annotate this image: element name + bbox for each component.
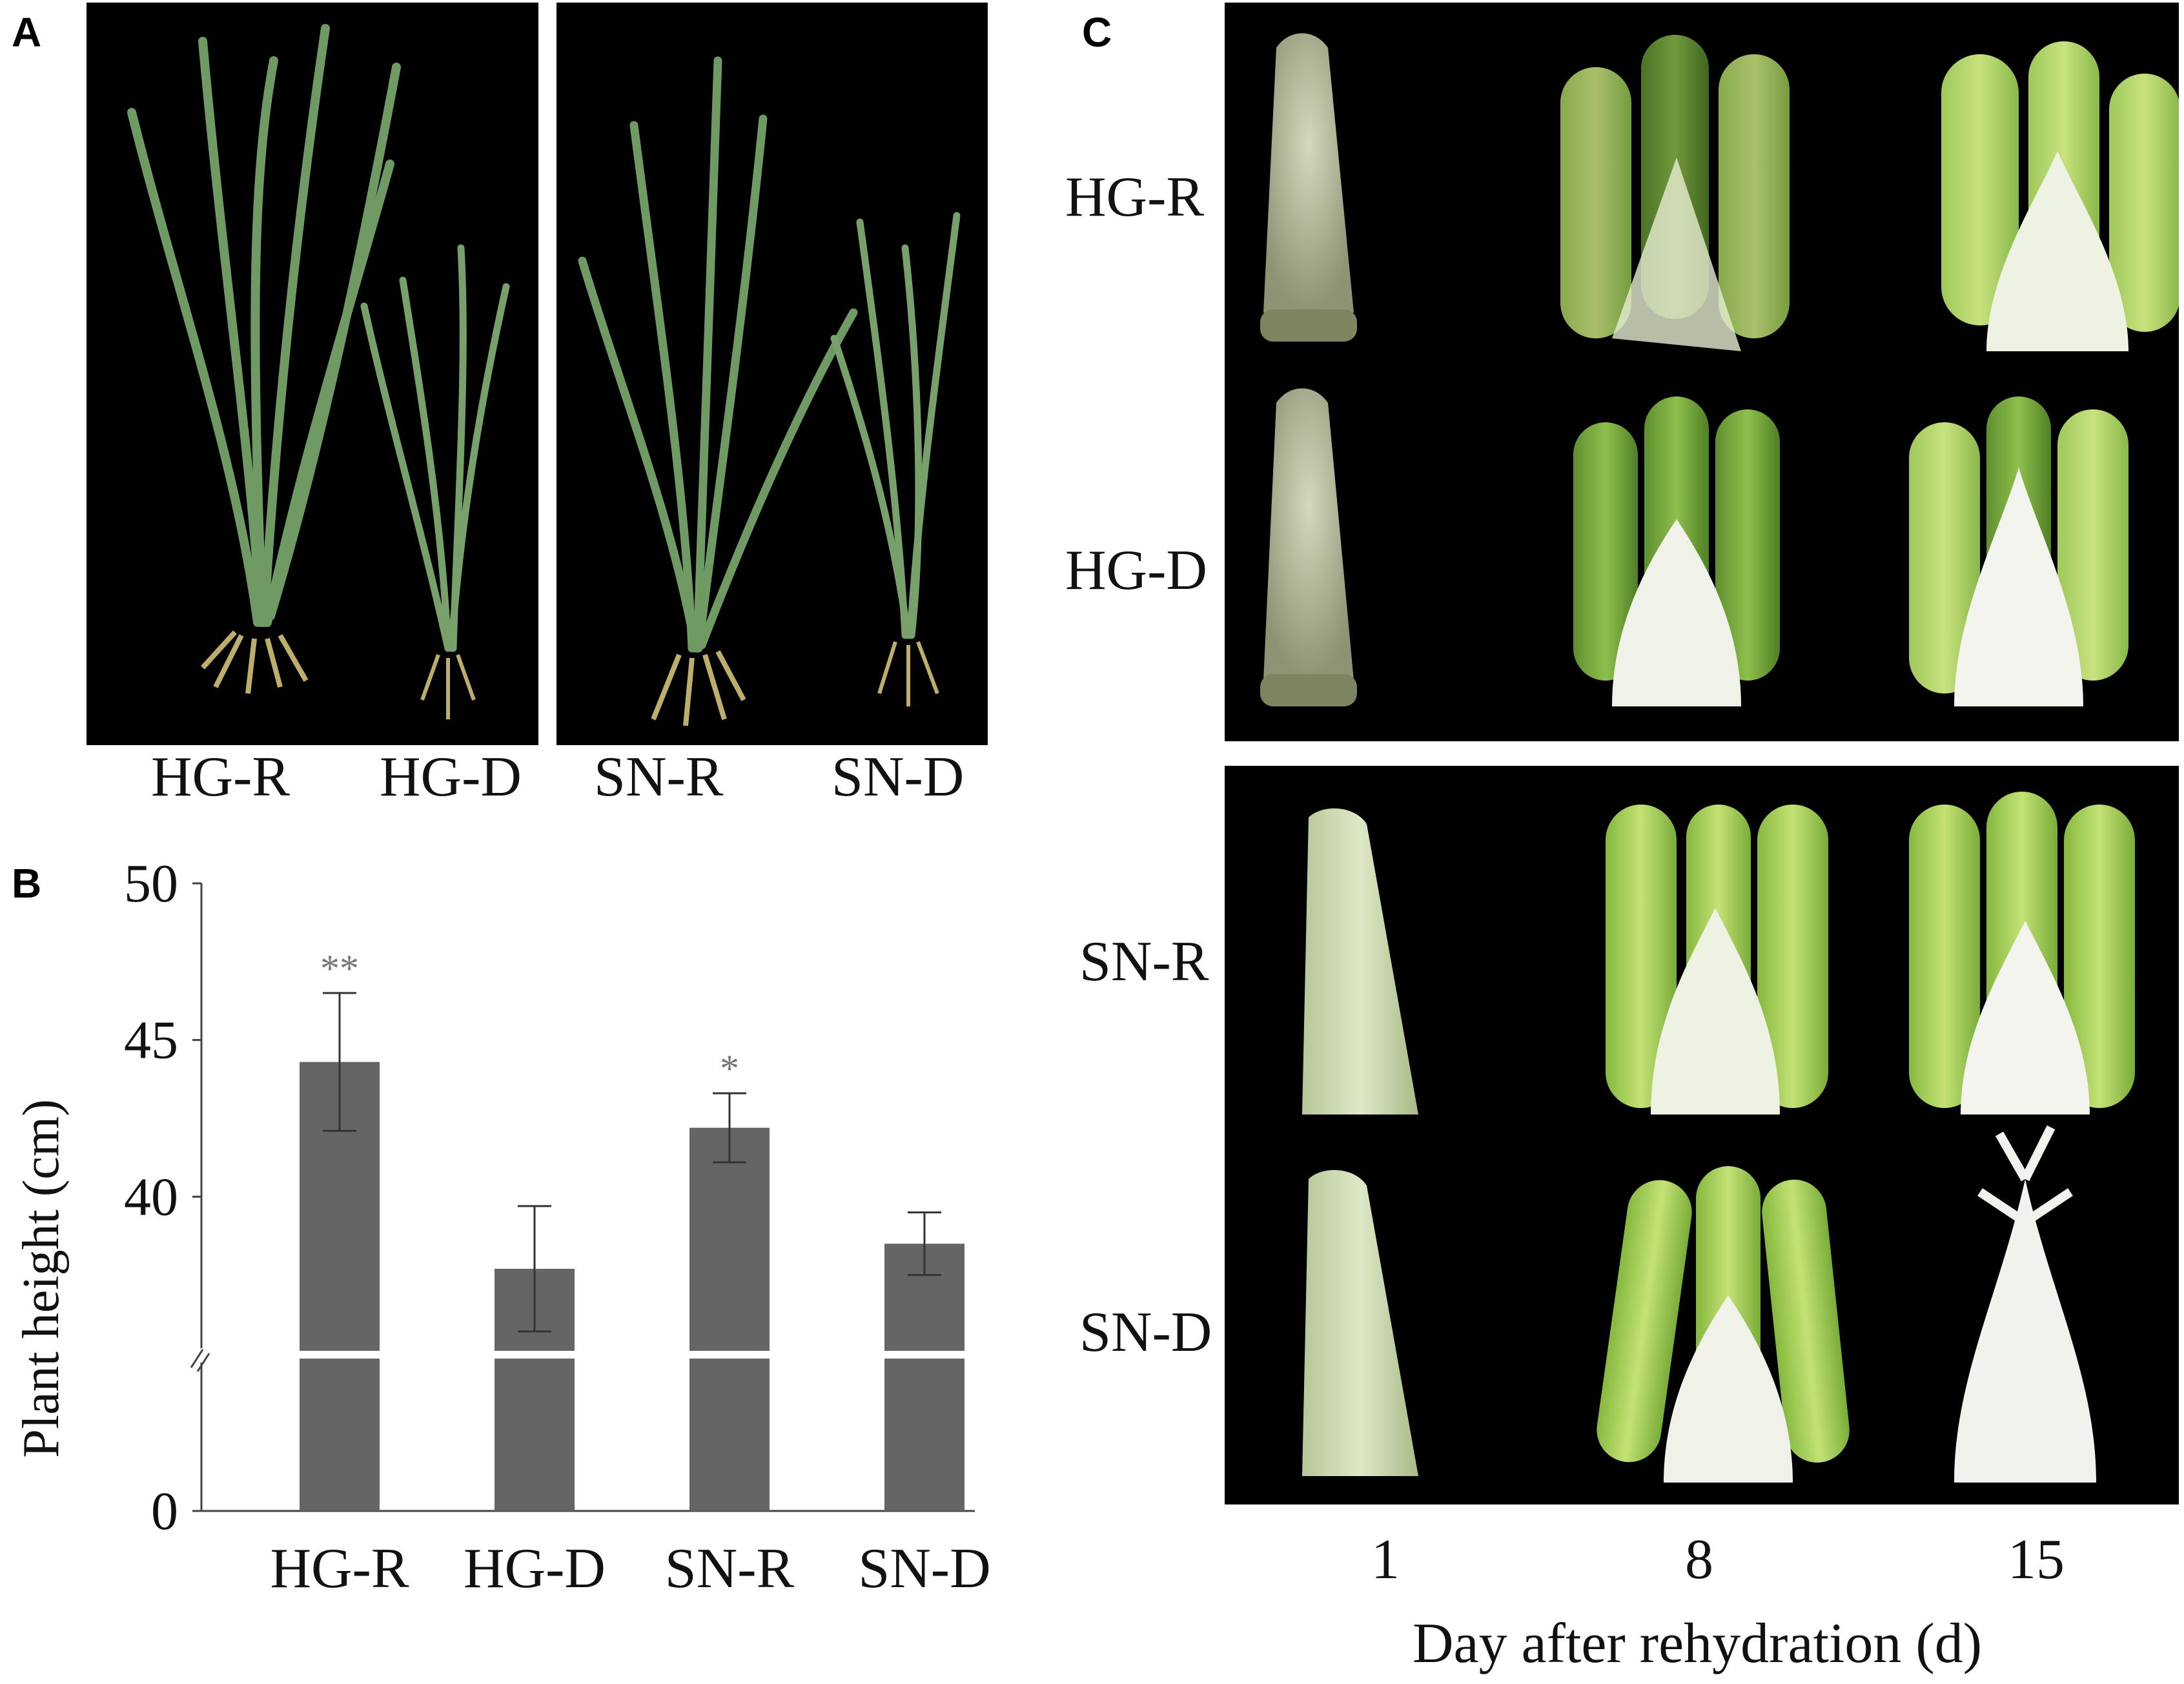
panel-c-row-label-hg-d: HG-D (1065, 539, 1207, 602)
panel-c-letter: C (1082, 9, 1112, 56)
bar-break-gap (493, 1351, 576, 1359)
panel-a-label-sn-r: SN-R (594, 746, 724, 808)
plant-photo-hg (87, 3, 538, 745)
y-tick-label: 40 (124, 1167, 178, 1227)
y-ticks: 0 40 45 50 (124, 854, 201, 1541)
x-tick-label: SN-R (665, 1537, 795, 1600)
axis-break-mark (196, 1353, 210, 1372)
bar (884, 1244, 964, 1511)
y-tick-label: 50 (124, 854, 178, 914)
panel-a-label-hg-d: HG-D (380, 746, 522, 808)
plant-illustration-hg (127, 24, 510, 719)
panel-c-row-label-sn-d: SN-D (1079, 1301, 1212, 1364)
plant-photo-sn (556, 3, 988, 745)
bar-break-gap (883, 1351, 966, 1359)
x-tick-label: HG-D (464, 1537, 606, 1600)
bar-break-gap (298, 1351, 381, 1359)
bar-break-gap (688, 1351, 771, 1359)
plant-illustration-sn (578, 56, 961, 726)
y-tick-label: 0 (151, 1481, 178, 1541)
panel-c-col-label-day-15: 15 (2008, 1528, 2065, 1591)
significance-marker: ** (320, 947, 359, 990)
bar (300, 1062, 380, 1511)
significance-marker: * (720, 1047, 739, 1090)
sn-floret-illustrations (1302, 792, 2135, 1483)
panel-c-x-axis-title: Day after rehydration (d) (1413, 1612, 1983, 1675)
y-tick-label: 45 (124, 1011, 178, 1071)
panel-a-letter: A (12, 9, 42, 56)
panel-a-label-sn-d: SN-D (832, 746, 964, 808)
hg-floret-illustrations (1260, 33, 2179, 706)
x-tick-label: SN-D (858, 1537, 990, 1600)
y-axis-title: Plant height (cm) (13, 1099, 70, 1457)
flower-photo-sn (1225, 766, 2179, 1504)
x-tick-labels: HG-R HG-D SN-R SN-D (270, 1537, 990, 1600)
flower-photo-hg (1225, 3, 2179, 741)
x-tick-label: HG-R (270, 1537, 409, 1600)
panel-c-col-label-day-1: 1 (1371, 1528, 1400, 1591)
panel-a-label-hg-r: HG-R (151, 746, 291, 808)
axis-break-mark (190, 1349, 204, 1368)
bars: *** (298, 947, 966, 1511)
bar (689, 1127, 770, 1511)
panel-b-letter: B (12, 860, 42, 907)
panel-c-col-label-day-8: 8 (1685, 1528, 1713, 1591)
panel-c-row-label-hg-r: HG-R (1065, 166, 1205, 229)
panel-c-row-label-sn-r: SN-R (1079, 930, 1209, 993)
